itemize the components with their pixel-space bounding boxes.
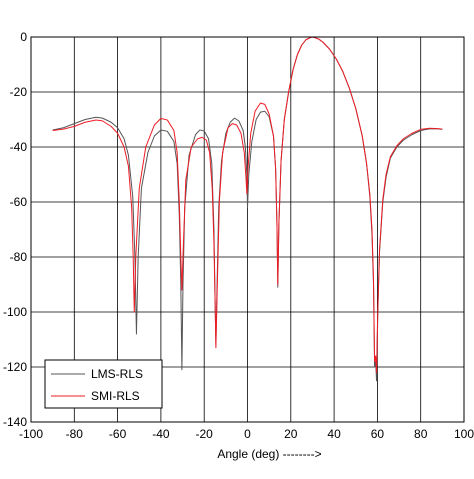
legend: LMS-RLS SMI-RLS bbox=[44, 359, 163, 409]
x-tick-label: -100 bbox=[19, 427, 43, 441]
plot-frame bbox=[30, 36, 465, 423]
x-tick-label: -80 bbox=[66, 427, 84, 441]
series-line-smi-rls bbox=[52, 36, 443, 373]
y-tick-label: -20 bbox=[10, 85, 28, 99]
x-tick-label: 40 bbox=[327, 427, 341, 441]
x-axis-title: Angle (deg) --------> bbox=[217, 447, 321, 461]
y-tick-label: -120 bbox=[3, 360, 27, 374]
y-tick-label: -140 bbox=[3, 415, 27, 429]
series-group bbox=[52, 36, 443, 382]
tick-labels: -100 -80 -60 -40 -20 0 20 40 60 80 100 0 -20 -40 -60 -8… bbox=[3, 30, 474, 441]
y-tick-label: -80 bbox=[10, 250, 28, 264]
x-tick-label: 20 bbox=[284, 427, 298, 441]
y-tick-label: -40 bbox=[10, 140, 28, 154]
x-tick-label: 80 bbox=[414, 427, 428, 441]
y-tick-label: -60 bbox=[10, 195, 28, 209]
x-tick-label: -40 bbox=[152, 427, 170, 441]
x-tick-label: 100 bbox=[454, 427, 474, 441]
x-tick-label: -20 bbox=[196, 427, 214, 441]
y-tick-label: 0 bbox=[20, 30, 27, 44]
x-tick-label: 0 bbox=[244, 427, 251, 441]
x-tick-label: 60 bbox=[371, 427, 385, 441]
y-tick-label: -100 bbox=[3, 305, 27, 319]
x-tick-label: -60 bbox=[109, 427, 127, 441]
legend-label-lms-rls: LMS-RLS bbox=[91, 367, 143, 381]
legend-label-smi-rls: SMI-RLS bbox=[91, 389, 140, 403]
legend-box bbox=[44, 359, 163, 409]
